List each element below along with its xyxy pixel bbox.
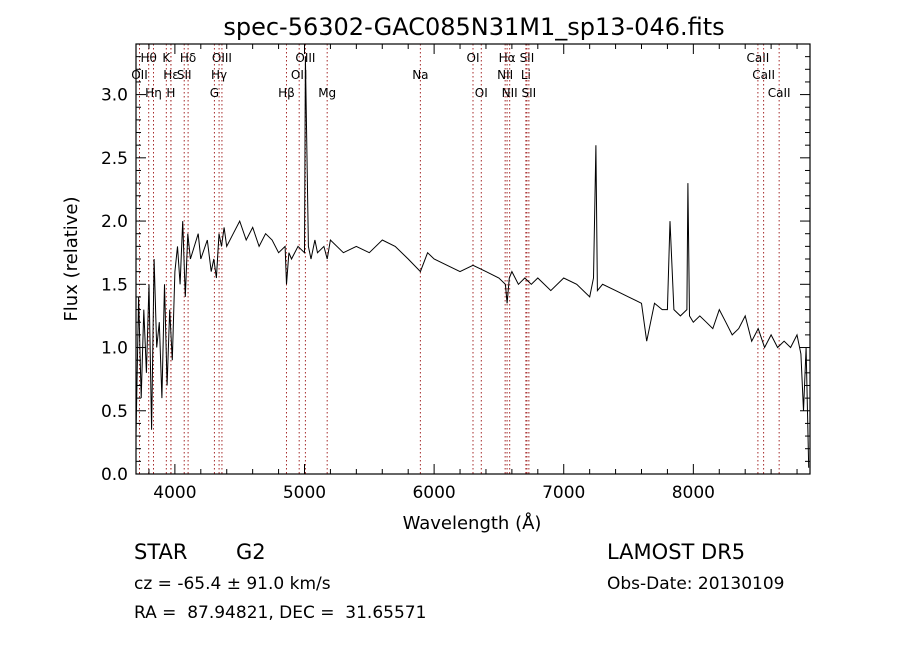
spectral-line-label: SII <box>522 86 537 100</box>
x-tick-label: 5000 <box>283 483 326 503</box>
y-tick-label: 1.0 <box>101 339 128 359</box>
x-axis-label: Wavelength (Å) <box>403 512 542 534</box>
y-tick-label: 1.5 <box>101 275 128 295</box>
spectral-line-label: Mg <box>318 86 336 100</box>
object-subclass: G2 <box>236 540 266 564</box>
object-class: STAR <box>134 540 188 564</box>
y-axis-label: Flux (relative) <box>61 196 82 321</box>
spectral-line-label: OI <box>467 51 480 65</box>
spectral-line-label: Hδ <box>180 51 196 65</box>
redshift-velocity: cz = -65.4 ± 91.0 km/s <box>134 574 331 594</box>
x-tick-label: 4000 <box>153 483 196 503</box>
spectral-line-label: OII <box>291 68 308 82</box>
observation-date: Obs-Date: 20130109 <box>607 574 785 594</box>
x-tick-label: 7000 <box>542 483 585 503</box>
y-axis-ticks: 0.0 0.5 1.0 1.5 2.0 2.5 3.0 <box>101 43 810 485</box>
y-tick-label: 3.0 <box>101 86 128 106</box>
spectral-line-label: Na <box>412 68 428 82</box>
spectrum-series-line <box>135 56 810 468</box>
x-tick-label: 8000 <box>672 483 715 503</box>
y-tick-label: 0.0 <box>101 465 128 485</box>
spectral-line-label: SII <box>520 51 535 65</box>
spectral-line-label: Hθ <box>141 51 157 65</box>
spectral-line-label: Hη <box>145 86 162 100</box>
ra-dec-coordinates: RA = 87.94821, DEC = 31.65571 <box>134 603 427 623</box>
chart-title: spec-56302-GAC085N31M1_sp13-046.fits <box>223 13 724 41</box>
spectral-line-label: NII <box>502 86 518 100</box>
y-tick-label: 2.0 <box>101 212 128 232</box>
spectral-line-label: OII <box>131 68 148 82</box>
spectral-line-label: G <box>210 86 219 100</box>
spectral-line-label: K <box>162 51 171 65</box>
x-tick-label: 6000 <box>412 483 455 503</box>
spectral-line-label: NII <box>497 68 513 82</box>
spectral-line-label: CaII <box>752 68 775 82</box>
spectral-line-label: CaII <box>768 86 791 100</box>
spectral-line-label: H <box>166 86 175 100</box>
spectral-line-label: Hγ <box>211 68 227 82</box>
x-axis-ticks: 4000 5000 6000 7000 8000 <box>148 44 798 503</box>
spectral-line-label: Hβ <box>278 86 295 100</box>
y-tick-label: 0.5 <box>101 402 128 422</box>
spectral-line-label: OI <box>475 86 488 100</box>
survey-name: LAMOST DR5 <box>607 540 746 564</box>
spectral-line-label: OIII <box>212 51 232 65</box>
spectral-line-label: CaII <box>746 51 769 65</box>
spectral-line-label: Hα <box>499 51 516 65</box>
spectral-line-label: Li <box>521 68 531 82</box>
spectral-line-label: Hε <box>163 68 179 82</box>
spectral-line-label: SII <box>177 68 192 82</box>
y-tick-label: 2.5 <box>101 149 128 169</box>
